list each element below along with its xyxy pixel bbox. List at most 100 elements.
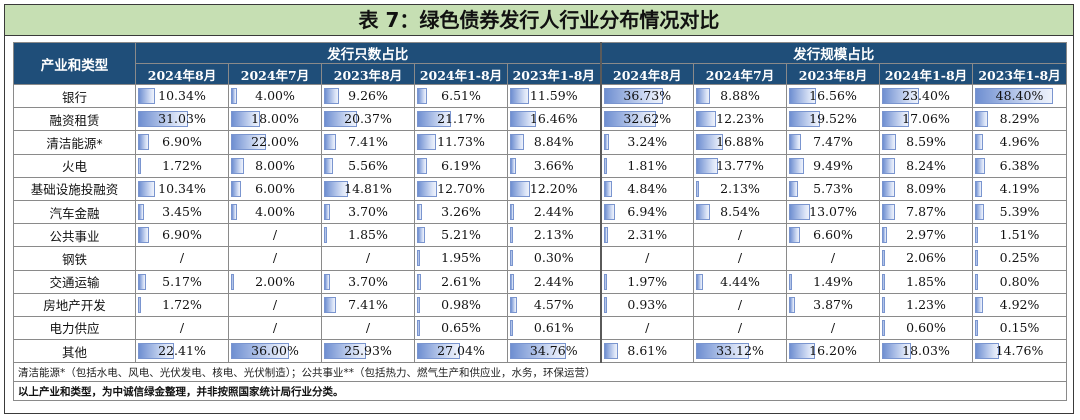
category-cell: 基础设施投融资 xyxy=(13,176,136,201)
count-share-cell: 3.70% xyxy=(321,199,415,225)
share-value: 2.00% xyxy=(255,273,295,289)
count-share-cell: 6.00% xyxy=(228,176,322,201)
share-value: 1.95% xyxy=(441,250,481,266)
share-value: 1.85% xyxy=(906,273,946,289)
share-value: 8.59% xyxy=(906,134,946,150)
share-value: 16.88% xyxy=(716,134,764,150)
data-bar xyxy=(603,296,607,313)
category-cell: 汽车金融 xyxy=(13,199,136,225)
count-share-cell: 4.00% xyxy=(228,83,322,109)
table-row: 房地产开发 1.72% / 7.41% 0.98% 4.57% 0.93% / 3.87% 1.2… xyxy=(13,292,1067,317)
scale-share-cell: 8.29% xyxy=(972,107,1067,132)
data-bar xyxy=(138,296,141,313)
share-value: 0.61% xyxy=(533,319,574,335)
share-value: 8.84% xyxy=(533,134,574,150)
data-bar xyxy=(696,157,718,174)
data-bar xyxy=(882,343,911,360)
share-value: 12.20% xyxy=(529,180,578,196)
data-bar xyxy=(882,203,895,220)
scale-share-cell: 1.23% xyxy=(879,292,973,317)
share-value: 4.19% xyxy=(999,180,1040,196)
data-bar xyxy=(510,343,566,360)
table-title: 表 7：绿色债券发行人行业分布情况对比 xyxy=(5,5,1073,36)
share-value: 32.62% xyxy=(623,111,672,127)
scale-share-cell: / xyxy=(599,246,694,271)
scale-share-cell: 12.23% xyxy=(693,107,787,132)
count-share-cell: 31.03% xyxy=(135,107,229,132)
share-value: 7.87% xyxy=(906,203,946,219)
share-value: / xyxy=(272,250,278,266)
data-bar xyxy=(138,157,141,174)
share-value: 18.03% xyxy=(902,343,950,359)
count-share-cell: 6.51% xyxy=(414,83,508,109)
share-value: / xyxy=(645,319,650,335)
count-share-cell: / xyxy=(228,223,322,248)
share-value: / xyxy=(365,319,371,335)
share-value: 1.81% xyxy=(627,157,668,173)
scale-share-cell: / xyxy=(693,223,787,248)
share-value: / xyxy=(737,250,743,266)
table-row: 清洁能源* 6.90% 22.00% 7.41% 11.73% 8.84% 3.24% 16.… xyxy=(13,130,1067,155)
share-value: 48.40% xyxy=(995,88,1044,103)
count-share-cell: 5.21% xyxy=(414,223,508,248)
share-value: / xyxy=(365,250,371,266)
data-bar xyxy=(231,203,237,220)
scale-share-cell: 8.61% xyxy=(599,339,694,364)
count-share-cell: 0.65% xyxy=(414,315,508,341)
share-value: 2.61% xyxy=(441,273,481,289)
share-value: 19.52% xyxy=(809,111,857,127)
share-value: 2.97% xyxy=(906,227,946,243)
share-value: 34.76% xyxy=(529,343,578,359)
data-bar xyxy=(696,180,699,197)
share-value: 22.00% xyxy=(251,134,299,150)
data-bar xyxy=(696,134,723,151)
share-value: / xyxy=(179,250,185,266)
share-value: 0.15% xyxy=(999,319,1040,335)
data-bar xyxy=(417,203,422,220)
count-share-cell: 20.37% xyxy=(321,107,415,132)
data-bar xyxy=(696,111,716,128)
share-value: 16.56% xyxy=(809,88,857,103)
share-value: 6.51% xyxy=(441,88,481,103)
category-header: 产业和类型 xyxy=(13,42,136,85)
scale-share-cell: 14.76% xyxy=(972,339,1067,364)
data-bar xyxy=(882,180,895,197)
count-share-cell: 11.59% xyxy=(507,83,601,109)
category-cell: 公共事业 xyxy=(13,223,136,248)
share-value: 3.70% xyxy=(348,203,388,219)
share-value: 8.00% xyxy=(255,157,295,173)
data-bar xyxy=(882,227,887,244)
category-cell: 电力供应 xyxy=(13,315,136,341)
share-value: / xyxy=(737,296,743,312)
count-share-cell: 12.20% xyxy=(507,176,601,201)
share-value: 22.41% xyxy=(158,343,206,359)
data-bar xyxy=(417,343,460,360)
period-header-count: 2024年7月 xyxy=(228,63,322,85)
count-share-cell: 34.76% xyxy=(507,339,601,364)
data-bar xyxy=(510,250,513,267)
data-bar xyxy=(789,296,795,313)
share-value: 13.07% xyxy=(809,203,857,219)
count-share-cell: 9.26% xyxy=(321,83,415,109)
share-value: 11.73% xyxy=(437,134,485,150)
table-row: 电力供应 / / / 0.65% 0.61% / / / 0.60% 0.15% xyxy=(13,315,1067,341)
scale-share-cell: 0.15% xyxy=(972,315,1067,341)
count-share-cell: 3.70% xyxy=(321,269,415,294)
count-share-cell: 22.00% xyxy=(228,130,322,155)
category-cell: 清洁能源* xyxy=(13,130,136,155)
data-bar xyxy=(417,319,420,336)
share-value: 0.30% xyxy=(533,250,574,266)
share-value: 5.21% xyxy=(441,227,481,243)
share-value: 16.20% xyxy=(809,343,857,359)
data-bar xyxy=(324,273,330,290)
scale-share-cell: 4.84% xyxy=(599,176,694,201)
data-bar xyxy=(324,134,336,151)
category-cell: 房地产开发 xyxy=(13,292,136,317)
scale-share-cell: 0.93% xyxy=(599,292,694,317)
share-value: 6.90% xyxy=(162,227,202,243)
count-share-cell: 3.26% xyxy=(414,199,508,225)
data-bar xyxy=(510,157,516,174)
share-value: 3.45% xyxy=(162,203,202,219)
count-share-cell: 0.30% xyxy=(507,246,601,271)
data-bar xyxy=(975,88,1053,104)
